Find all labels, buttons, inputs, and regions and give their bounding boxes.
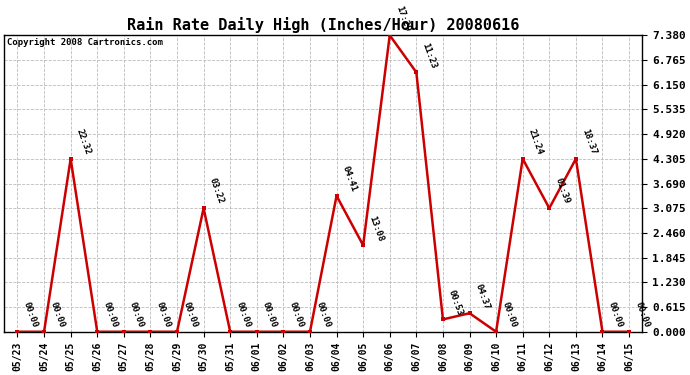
Text: 04:41: 04:41 <box>341 165 358 193</box>
Text: 01:39: 01:39 <box>553 177 571 206</box>
Text: 00:00: 00:00 <box>314 301 332 329</box>
Text: 00:00: 00:00 <box>288 301 305 329</box>
Text: 22:32: 22:32 <box>75 128 92 156</box>
Text: 00:00: 00:00 <box>607 301 624 329</box>
Text: 00:00: 00:00 <box>235 301 252 329</box>
Text: 00:00: 00:00 <box>500 301 518 329</box>
Text: 00:00: 00:00 <box>155 301 172 329</box>
Text: 00:00: 00:00 <box>181 301 199 329</box>
Title: Rain Rate Daily High (Inches/Hour) 20080616: Rain Rate Daily High (Inches/Hour) 20080… <box>127 17 520 33</box>
Text: 00:00: 00:00 <box>101 301 119 329</box>
Text: 13:08: 13:08 <box>367 214 385 243</box>
Text: 00:00: 00:00 <box>48 301 66 329</box>
Text: 18:37: 18:37 <box>580 128 598 156</box>
Text: 00:53: 00:53 <box>447 288 465 316</box>
Text: 17:29: 17:29 <box>394 4 411 33</box>
Text: 03:22: 03:22 <box>208 177 226 206</box>
Text: 11:23: 11:23 <box>420 41 438 69</box>
Text: 21:24: 21:24 <box>527 128 544 156</box>
Text: 04:37: 04:37 <box>473 282 491 310</box>
Text: 00:00: 00:00 <box>633 301 651 329</box>
Text: 00:00: 00:00 <box>21 301 39 329</box>
Text: 00:00: 00:00 <box>261 301 279 329</box>
Text: 00:00: 00:00 <box>128 301 146 329</box>
Text: Copyright 2008 Cartronics.com: Copyright 2008 Cartronics.com <box>8 38 164 47</box>
